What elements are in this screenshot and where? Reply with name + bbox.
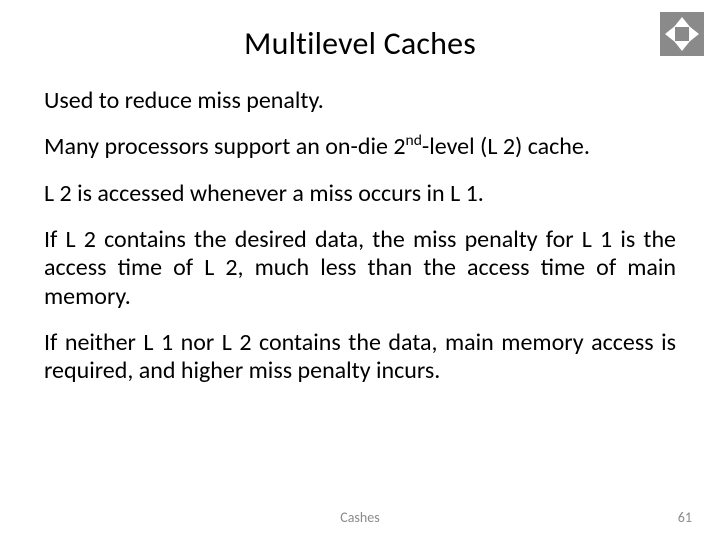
paragraph-2-sup: nd xyxy=(406,131,422,150)
paragraph-4: If L 2 contains the desired data, the mi… xyxy=(44,226,676,311)
page-number: 61 xyxy=(678,509,692,526)
paragraph-2-text-b: -level (L 2) cache. xyxy=(422,132,590,161)
slide-title: Multilevel Caches xyxy=(44,24,676,63)
paragraph-2: Many processors support an on-die 2nd-le… xyxy=(44,133,676,161)
paragraph-2-text-a: Many processors support an on-die 2 xyxy=(44,132,406,161)
paragraph-5: If neither L 1 nor L 2 contains the data… xyxy=(44,329,676,386)
paragraph-3: L 2 is accessed whenever a miss occurs i… xyxy=(44,180,676,208)
footer-label: Cashes xyxy=(0,509,720,526)
paragraph-1: Used to reduce miss penalty. xyxy=(44,87,676,115)
technion-logo xyxy=(660,12,704,61)
slide: Multilevel Caches Used to reduce miss pe… xyxy=(0,0,720,540)
